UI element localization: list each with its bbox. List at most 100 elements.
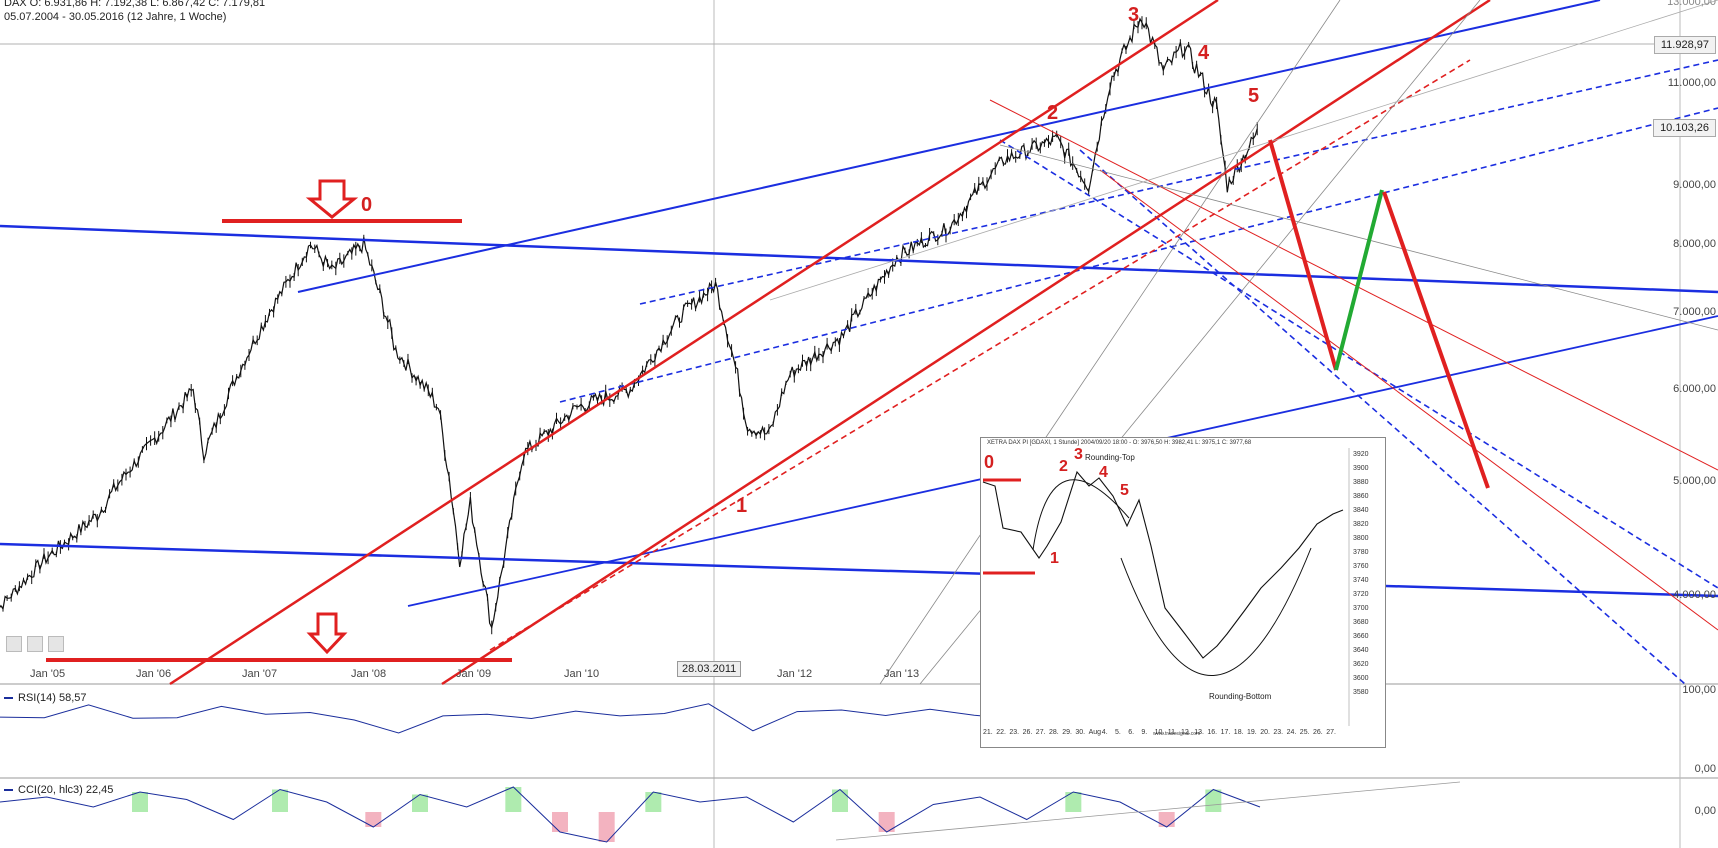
- cci-axis-0: 0,00: [1694, 805, 1716, 817]
- toolbar-button-1[interactable]: [6, 636, 22, 652]
- red-thin-channel-2: [1099, 169, 1718, 631]
- rsi-title-text: RSI(14) 58,57: [18, 692, 87, 704]
- inset-x-label: 24.: [1287, 729, 1297, 736]
- blue-long-channel-bottom: [0, 542, 1718, 598]
- grey-fan-line-1: [879, 0, 1341, 685]
- blue-dashed-line-4: [1079, 149, 1686, 685]
- inset-x-label: 28.: [1049, 729, 1059, 736]
- cci-panel-title: CCI(20, hlc3) 22,45: [4, 784, 113, 796]
- inset-y-label: 3580: [1353, 689, 1369, 696]
- inset-x-label: 12.: [1181, 729, 1191, 736]
- inset-rounding-top-chart: XETRA DAX PI [GDAXI, 1 Stunde] 2004/09/2…: [980, 437, 1386, 748]
- inset-wave-label-3: 3: [1074, 446, 1083, 463]
- cci-overbought-fill: [1065, 792, 1082, 812]
- red-thin-channel-1: [989, 99, 1718, 471]
- cci-overbought-fill: [832, 789, 848, 812]
- inset-x-label: 13.: [1194, 729, 1204, 736]
- price-label-top: 13.000,00: [1667, 0, 1716, 8]
- inset-x-label: 17.: [1221, 729, 1231, 736]
- price-label-9000: 9.000,00: [1673, 179, 1716, 191]
- inset-wave-label-1: 1: [1050, 550, 1059, 567]
- down-arrow-bottom-icon: [306, 612, 348, 655]
- forecast-down-leg-1: [1268, 139, 1338, 371]
- price-label-5000: 5.000,00: [1673, 475, 1716, 487]
- time-label-2013: Jan '13: [884, 668, 920, 680]
- toolbar-button-3[interactable]: [48, 636, 64, 652]
- inset-y-label: 3880: [1353, 479, 1369, 486]
- inset-wave-label-0: 0: [984, 452, 995, 472]
- blue-long-channel-top: [0, 224, 1718, 294]
- inset-x-label: 5.: [1115, 729, 1121, 736]
- price-label-6000: 6.000,00: [1673, 383, 1716, 395]
- time-label-2012: Jan '12: [777, 668, 813, 680]
- crosshair-price-box: 11.928,97: [1653, 36, 1716, 54]
- inset-wave-label-5: 5: [1120, 482, 1129, 499]
- forecast-up-leg: [1334, 189, 1384, 371]
- price-label-8000: 8.000,00: [1673, 238, 1716, 250]
- blue-upper-trendline: [297, 0, 1601, 293]
- cci-overbought-fill: [412, 794, 428, 812]
- time-label-2006: Jan '06: [136, 668, 172, 680]
- inset-x-label: 18.: [1234, 729, 1244, 736]
- inset-y-label: 3820: [1353, 521, 1369, 528]
- cci-oversold-fill: [598, 812, 615, 842]
- blue-dashed-line-2: [639, 59, 1718, 305]
- inset-rounding-bottom-arc: [1120, 547, 1312, 676]
- inset-rounding-bottom-label: Rounding-Bottom: [1209, 692, 1272, 701]
- crosshair-date-box: 28.03.2011: [677, 661, 742, 677]
- inset-x-label: 27.: [1326, 729, 1336, 736]
- wave-label-4: 4: [1198, 42, 1210, 64]
- inset-x-label: 26.: [1023, 729, 1033, 736]
- inset-x-label: 21.: [983, 729, 993, 736]
- cci-oversold-fill: [878, 812, 895, 832]
- inset-y-label: 3800: [1353, 535, 1369, 542]
- inset-y-label: 3860: [1353, 493, 1369, 500]
- inset-x-label: 6.: [1128, 729, 1134, 736]
- time-label-2008: Jan '08: [351, 668, 387, 680]
- toolbar-button-2[interactable]: [27, 636, 43, 652]
- cci-oversold-fill: [552, 812, 568, 832]
- inset-x-label: 23.: [1273, 729, 1283, 736]
- inset-y-label: 3780: [1353, 549, 1369, 556]
- rsi-axis-100: 100,00: [1682, 684, 1716, 696]
- price-label-11000: 11.000,00: [1667, 77, 1716, 89]
- inset-x-label: 20.: [1260, 729, 1270, 736]
- inset-price-series: [982, 470, 1344, 659]
- inset-rounding-top-arc: [1032, 479, 1130, 551]
- cci-oversold-fill: [1158, 812, 1175, 827]
- rsi-legend-swatch: [4, 697, 13, 700]
- inset-x-label: 26.: [1313, 729, 1323, 736]
- inset-y-label: 3920: [1353, 451, 1369, 458]
- inset-x-label: 19.: [1247, 729, 1257, 736]
- cci-legend-swatch: [4, 789, 13, 792]
- wave-label-5: 5: [1248, 85, 1260, 107]
- cci-overbought-fill: [1205, 789, 1222, 812]
- inset-x-label: 10.: [1155, 729, 1165, 736]
- cci-overbought-fill: [505, 787, 522, 812]
- cci-overbought-fill: [132, 792, 148, 812]
- time-label-2009: Jan '09: [456, 668, 492, 680]
- inset-y-label: 3720: [1353, 591, 1369, 598]
- inset-x-label: 22.: [996, 729, 1006, 736]
- inset-y-label: 3900: [1353, 465, 1369, 472]
- cci-trendline: [835, 781, 1461, 841]
- inset-x-label: Aug: [1089, 729, 1102, 736]
- wave-label-3: 3: [1128, 4, 1140, 26]
- cci-overbought-fill: [272, 789, 288, 812]
- cci-line: [0, 786, 1261, 843]
- inset-y-label: 3680: [1353, 619, 1369, 626]
- inset-y-label: 3760: [1353, 563, 1369, 570]
- inset-y-label: 3620: [1353, 661, 1369, 668]
- inset-x-label: 4.: [1102, 729, 1108, 736]
- inset-header: XETRA DAX PI [GDAXI, 1 Stunde] 2004/09/2…: [987, 440, 1252, 446]
- blue-dashed-line-1: [559, 107, 1718, 403]
- wave-label-0: 0: [361, 194, 373, 216]
- inset-y-label: 3700: [1353, 605, 1369, 612]
- inset-x-label: 23.: [1009, 729, 1019, 736]
- inset-y-label: 3600: [1353, 675, 1369, 682]
- red-dashed-channel: [489, 59, 1471, 651]
- inset-wave-label-2: 2: [1059, 458, 1068, 475]
- cci-overbought-fill: [645, 792, 662, 812]
